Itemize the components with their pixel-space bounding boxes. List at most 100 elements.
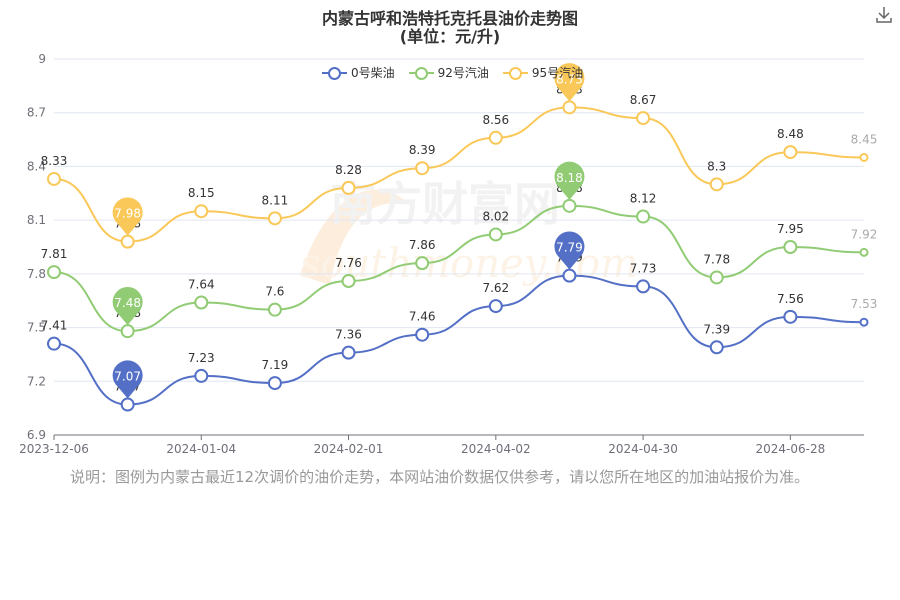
data-label: 7.46: [409, 310, 436, 324]
legend-swatch: [322, 66, 347, 80]
marker-pin: [112, 360, 143, 399]
x-tick-label: 2024-06-28: [755, 442, 825, 456]
data-label: 7.95: [777, 222, 804, 236]
x-tick-label: 2023-12-06: [19, 442, 89, 456]
data-point: [47, 265, 61, 280]
legend-label: 95号汽油: [531, 66, 584, 80]
data-point: [120, 397, 135, 412]
data-point: [488, 299, 503, 314]
legend-swatch: [502, 66, 528, 80]
data-point: [783, 145, 798, 160]
data-point: [194, 368, 209, 383]
data-point: [709, 177, 724, 192]
x-tick-label: 2024-04-30: [608, 442, 678, 456]
legend-label: 0号柴油: [351, 66, 395, 80]
data-point: [488, 227, 503, 242]
data-label: 8.12: [630, 192, 657, 206]
data-point: [859, 152, 869, 162]
data-point: [415, 256, 430, 271]
data-label: 8.02: [482, 209, 509, 223]
marker-pin-label: 7.98: [114, 207, 141, 221]
data-point: [636, 209, 651, 224]
legend-swatch: [408, 66, 434, 80]
data-label: 7.62: [482, 281, 509, 295]
data-label: 7.78: [703, 252, 730, 266]
data-label: 7.92: [851, 227, 878, 241]
data-point: [562, 198, 577, 213]
data-point: [783, 240, 798, 254]
data-label: 8.28: [335, 163, 362, 177]
data-point: [267, 211, 282, 226]
data-point: [120, 234, 135, 249]
legend-item[interactable]: 95号汽油: [502, 64, 584, 81]
data-label: 7.76: [335, 256, 362, 270]
data-point: [415, 161, 430, 176]
y-tick-label: 6.9: [27, 428, 46, 442]
data-label: 8.48: [777, 127, 804, 141]
data-label: 7.81: [41, 247, 68, 261]
legend-item[interactable]: 92号汽油: [408, 64, 489, 81]
y-tick-label: 8.4: [27, 159, 46, 173]
marker-pin: [554, 231, 585, 270]
download-icon[interactable]: [876, 6, 892, 24]
marker-pin-label: 7.48: [114, 296, 141, 310]
data-label: 8.15: [188, 186, 215, 200]
data-point: [636, 111, 651, 126]
data-label: 8.39: [409, 143, 436, 157]
series-line-2: [53, 106, 865, 243]
y-tick-label: 7.8: [27, 267, 46, 281]
y-tick-label: 9: [38, 52, 46, 66]
data-label: 7.73: [630, 261, 657, 275]
data-point: [488, 130, 503, 145]
legend-item[interactable]: 0号柴油: [322, 64, 395, 81]
series-line-0: [53, 274, 865, 406]
data-label: 8.56: [482, 113, 509, 127]
marker-pin-label: 8.18: [556, 171, 583, 185]
x-tick-label: 2024-01-04: [166, 442, 236, 456]
data-label: 7.53: [851, 297, 878, 311]
legend: 0号柴油 92号汽油 95号汽油: [322, 64, 583, 81]
data-point: [267, 302, 282, 317]
data-label: 7.86: [409, 238, 436, 252]
data-label: 7.41: [41, 319, 68, 333]
y-tick-label: 7.2: [27, 374, 46, 388]
marker-pin: [112, 197, 143, 236]
data-point: [859, 317, 869, 327]
data-point: [636, 279, 651, 294]
data-label: 8.45: [851, 132, 878, 146]
data-point: [783, 309, 798, 324]
data-point: [562, 100, 577, 115]
x-tick-label: 2024-04-02: [461, 442, 531, 456]
data-point: [341, 345, 356, 360]
data-label: 7.39: [703, 322, 730, 336]
y-tick-label: 8.1: [27, 213, 46, 227]
legend-label: 92号汽油: [437, 66, 489, 80]
data-point: [194, 204, 209, 219]
data-label: 7.36: [335, 328, 362, 342]
data-point: [120, 324, 135, 339]
marker-pin-label: 7.79: [556, 241, 583, 255]
data-label: 7.64: [188, 278, 215, 292]
marker-pin-label: 8.73: [556, 72, 583, 86]
data-point: [194, 295, 209, 310]
chart-note: 说明：图例为内蒙古最近12次调价的油价走势，本网站油价数据仅供参考，请以您所在地…: [70, 468, 810, 486]
data-label: 7.23: [188, 351, 215, 365]
data-label: 8.67: [630, 93, 657, 107]
data-point: [709, 270, 724, 285]
data-point: [267, 376, 282, 391]
data-point: [709, 340, 724, 355]
data-label: 8.11: [262, 193, 289, 207]
chart-title: 内蒙古呼和浩特托克托县油价走势图: [321, 9, 578, 28]
data-label: 7.6: [265, 285, 284, 299]
data-point: [341, 180, 356, 195]
data-label: 8.3: [707, 159, 726, 173]
series-line-1: [53, 204, 865, 333]
chart-subtitle: (单位：元/升): [399, 27, 501, 46]
y-tick-label: 7.5: [27, 321, 46, 335]
data-point: [47, 336, 61, 351]
y-tick-label: 8.7: [27, 106, 46, 120]
data-point: [47, 171, 61, 186]
data-point: [415, 327, 430, 342]
data-label: 8.33: [41, 154, 68, 168]
